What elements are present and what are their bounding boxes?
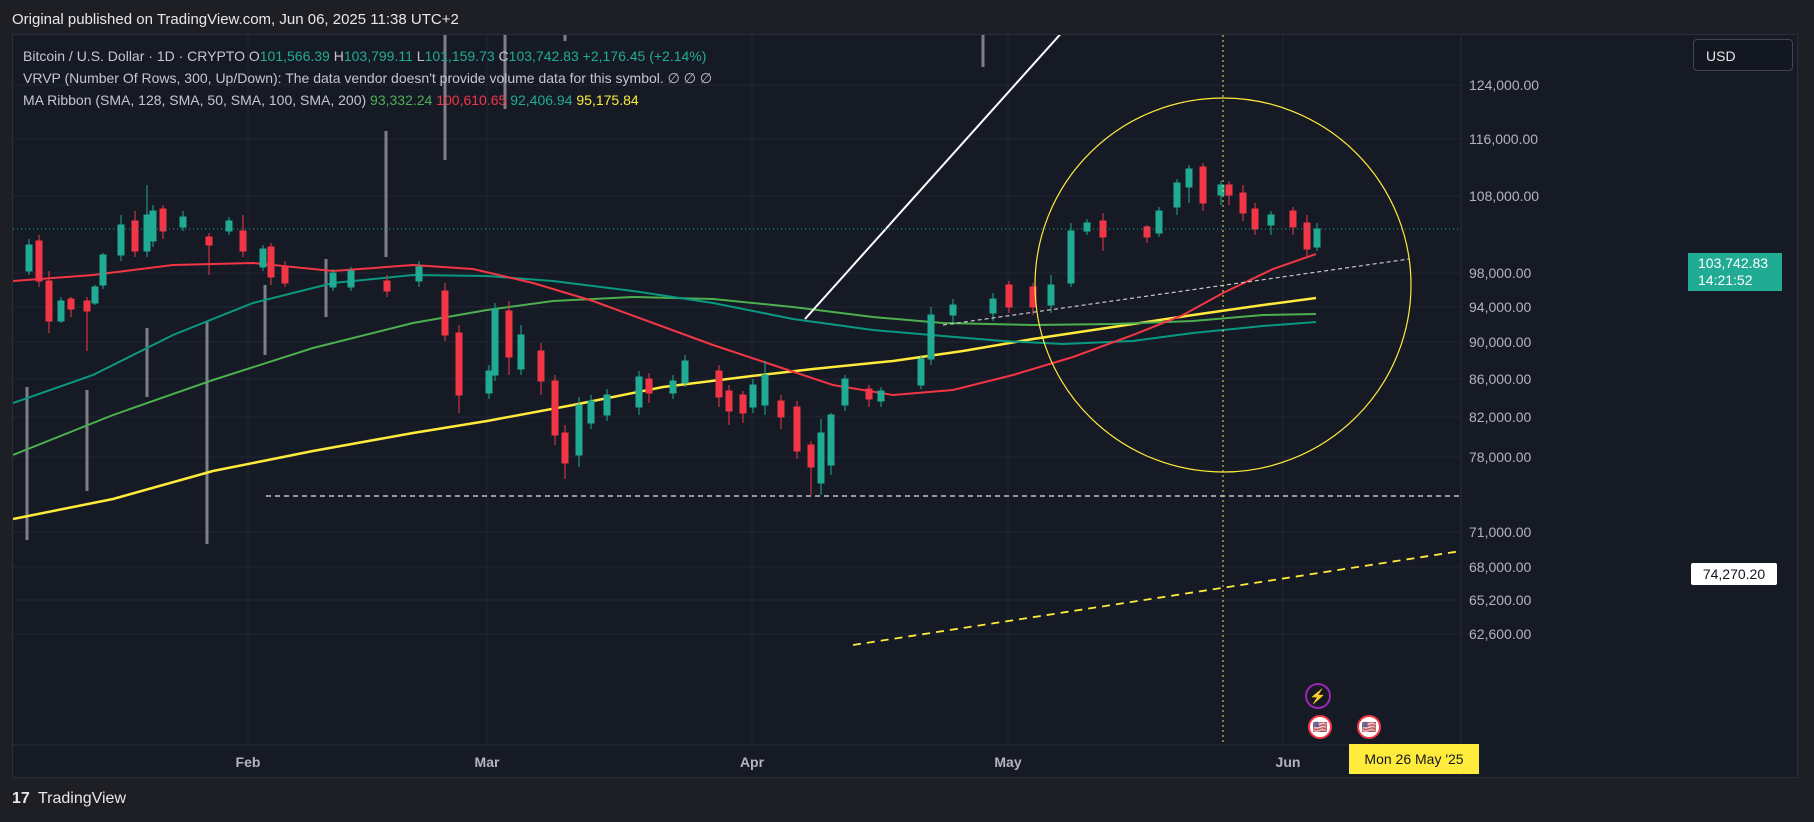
ma-ribbon-indicator[interactable]: MA Ribbon (SMA, 128, SMA, 50, SMA, 100, …: [23, 92, 367, 108]
candles: [25, 163, 1321, 495]
volume-profile-bars: [25, 35, 985, 544]
price-axis: 124,000.00 116,000.00 108,000.00 98,000.…: [1469, 77, 1539, 642]
price-axis-label: 98,000.00: [1469, 265, 1531, 281]
current-price-value: 103,742.83: [1698, 255, 1769, 271]
change-value: +2,176.45 (+2.14%): [582, 48, 707, 64]
price-axis-label: 124,000.00: [1469, 77, 1539, 93]
price-axis-label: 71,000.00: [1469, 524, 1531, 540]
footer-brand-text: TradingView: [37, 790, 126, 807]
high-value: 103,799.11: [343, 48, 413, 64]
vrvp-indicator[interactable]: VRVP (Number Of Rows, 300, Up/Down): The…: [23, 70, 664, 86]
time-axis: Feb Mar Apr May Jun: [236, 754, 1301, 770]
low-label: L: [416, 48, 425, 64]
ma50-value: 100,610.65: [436, 92, 507, 108]
symbol-row: Bitcoin / U.S. Dollar · 1D · CRYPTO O101…: [23, 45, 712, 67]
crosshair-date-tag: Mon 26 May '25: [1349, 744, 1479, 774]
ma200-value: 95,175.84: [576, 92, 639, 108]
price-axis-label: 108,000.00: [1469, 188, 1539, 204]
us-flag-event-icon[interactable]: 🇺🇸: [1357, 715, 1381, 739]
ma-ribbon-row[interactable]: MA Ribbon (SMA, 128, SMA, 50, SMA, 100, …: [23, 89, 712, 111]
price-axis-label: 116,000.00: [1469, 131, 1538, 147]
price-axis-label: 94,000.00: [1469, 299, 1531, 315]
ma100-value: 92,406.94: [510, 92, 573, 108]
time-axis-label: Mar: [475, 754, 500, 770]
published-header: Original published on TradingView.com, J…: [0, 0, 1814, 34]
us-flag-event-icon[interactable]: 🇺🇸: [1308, 715, 1332, 739]
price-axis-label: 78,000.00: [1469, 449, 1531, 465]
ma128-line: [13, 295, 1317, 456]
published-text: Original published on TradingView.com, J…: [12, 11, 459, 28]
yellow-dashed-trendline: [852, 550, 1462, 646]
close-label: C: [498, 48, 509, 64]
time-axis-label: Apr: [740, 754, 765, 770]
ma128-value: 93,332.24: [370, 92, 433, 108]
symbol-title[interactable]: Bitcoin / U.S. Dollar · 1D · CRYPTO: [23, 48, 245, 64]
price-axis-label: 68,000.00: [1469, 559, 1531, 575]
footer-branding[interactable]: 17 TradingView: [12, 790, 126, 808]
support-level-tag: 74,270.20: [1691, 563, 1777, 585]
vrvp-empty-icons: ∅ ∅ ∅: [667, 70, 713, 86]
price-chart[interactable]: 124,000.00 116,000.00 108,000.00 98,000.…: [13, 35, 1798, 778]
trend-line: [804, 35, 1061, 320]
time-axis-label: Jun: [1276, 754, 1301, 770]
chart-legend: Bitcoin / U.S. Dollar · 1D · CRYPTO O101…: [23, 45, 712, 111]
low-value: 101,159.73: [424, 48, 495, 64]
lightning-event-icon[interactable]: ⚡: [1305, 683, 1331, 709]
time-axis-label: May: [994, 754, 1021, 770]
vrvp-row[interactable]: VRVP (Number Of Rows, 300, Up/Down): The…: [23, 67, 712, 89]
price-axis-label: 62,600.00: [1469, 626, 1531, 642]
currency-button[interactable]: USD: [1693, 39, 1793, 71]
open-label: O: [248, 48, 260, 64]
chart-panel[interactable]: 124,000.00 116,000.00 108,000.00 98,000.…: [12, 34, 1798, 778]
high-label: H: [333, 48, 344, 64]
open-value: 101,566.39: [259, 48, 330, 64]
tradingview-logo-icon: 17: [12, 790, 30, 807]
price-axis-label: 86,000.00: [1469, 371, 1531, 387]
price-axis-label: 65,200.00: [1469, 592, 1531, 608]
grid: [13, 35, 1461, 745]
time-axis-label: Feb: [236, 754, 261, 770]
price-axis-label: 82,000.00: [1469, 409, 1531, 425]
current-price-tag: 103,742.83 14:21:52: [1688, 253, 1782, 291]
ma100-line: [13, 273, 1317, 404]
highlight-circle: [1034, 97, 1412, 473]
close-value: 103,742.83: [508, 48, 579, 64]
support-trendline: [942, 258, 1410, 326]
bar-countdown: 14:21:52: [1698, 272, 1753, 288]
price-axis-label: 90,000.00: [1469, 334, 1531, 350]
ma50-line: [13, 253, 1317, 397]
